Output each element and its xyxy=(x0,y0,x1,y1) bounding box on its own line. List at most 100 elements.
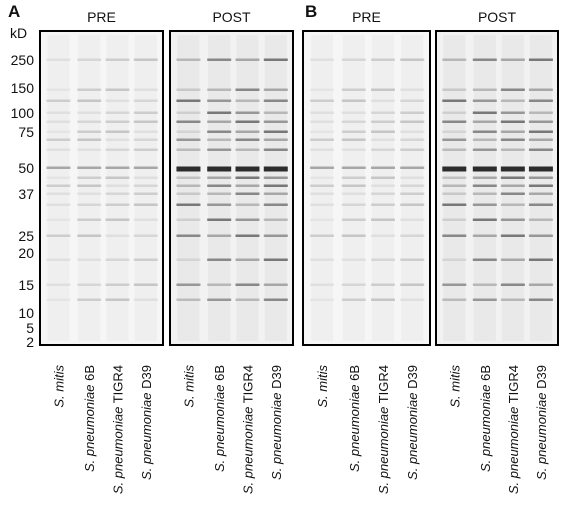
band xyxy=(263,148,288,151)
lane-strain: TIGR4 xyxy=(506,365,521,403)
band xyxy=(310,166,335,169)
lane-smear xyxy=(208,35,231,341)
band xyxy=(442,99,467,102)
band xyxy=(46,176,71,179)
band xyxy=(207,192,232,195)
band xyxy=(371,120,396,123)
band xyxy=(263,218,288,221)
lane-strain: D39 xyxy=(139,365,154,389)
band xyxy=(105,203,130,206)
band xyxy=(310,99,335,102)
band xyxy=(263,58,288,61)
band xyxy=(105,258,130,261)
band xyxy=(105,234,130,237)
band xyxy=(263,184,288,187)
band xyxy=(207,234,232,237)
lane-species: S. pneumoniae xyxy=(240,407,255,494)
lane-smear xyxy=(473,35,496,341)
band xyxy=(207,99,232,102)
band xyxy=(46,203,71,206)
band xyxy=(310,298,335,301)
lane-label: S. pneumoniae 6B xyxy=(212,365,227,472)
band xyxy=(263,176,288,179)
band xyxy=(77,283,102,286)
band xyxy=(310,111,335,114)
band xyxy=(371,298,396,301)
band xyxy=(77,99,102,102)
lane-smear xyxy=(177,35,200,341)
band xyxy=(341,99,366,102)
band xyxy=(77,111,102,114)
band xyxy=(341,234,366,237)
band xyxy=(77,184,102,187)
band xyxy=(528,88,553,91)
band xyxy=(46,258,71,261)
band xyxy=(77,218,102,221)
band xyxy=(442,148,467,151)
band xyxy=(528,58,553,61)
gel-background xyxy=(303,31,430,345)
band xyxy=(176,258,201,261)
band xyxy=(528,99,553,102)
band xyxy=(46,283,71,286)
band xyxy=(263,283,288,286)
band xyxy=(341,298,366,301)
band xyxy=(176,192,201,195)
band xyxy=(235,234,260,237)
band xyxy=(46,148,71,151)
band xyxy=(77,258,102,261)
band xyxy=(207,58,232,61)
band xyxy=(341,58,366,61)
band xyxy=(400,298,425,301)
band xyxy=(133,203,158,206)
band xyxy=(105,218,130,221)
band xyxy=(528,203,553,206)
marker-label: 10 xyxy=(18,305,34,321)
band xyxy=(472,283,497,286)
band xyxy=(500,130,525,133)
band xyxy=(528,258,553,261)
band xyxy=(263,203,288,206)
band xyxy=(176,234,201,237)
lane-label: S. pneumoniae TIGR4 xyxy=(506,365,521,494)
lane-strain: D39 xyxy=(405,365,420,389)
band xyxy=(400,166,425,169)
band xyxy=(235,138,260,141)
band xyxy=(235,192,260,195)
band xyxy=(77,176,102,179)
gel-heading: POST xyxy=(212,9,251,25)
band xyxy=(207,203,232,206)
lane-species: S. mitis xyxy=(51,365,66,408)
band xyxy=(500,58,525,61)
lane-strain: 6B xyxy=(478,365,493,381)
band xyxy=(442,120,467,123)
band xyxy=(442,234,467,237)
band xyxy=(176,283,201,286)
band xyxy=(500,203,525,206)
band xyxy=(176,166,201,172)
lane-smear xyxy=(342,35,365,341)
band xyxy=(442,283,467,286)
lane-label: S. pneumoniae 6B xyxy=(82,365,97,472)
band xyxy=(176,138,201,141)
band xyxy=(176,148,201,151)
band xyxy=(528,184,553,187)
lane-smear xyxy=(372,35,395,341)
band xyxy=(400,234,425,237)
band xyxy=(235,203,260,206)
band xyxy=(500,184,525,187)
lane-species: S. pneumoniae xyxy=(347,385,362,472)
band xyxy=(235,176,260,179)
band xyxy=(341,258,366,261)
band xyxy=(472,218,497,221)
band xyxy=(105,148,130,151)
band xyxy=(400,130,425,133)
band xyxy=(105,166,130,169)
band xyxy=(371,166,396,169)
band xyxy=(133,88,158,91)
band xyxy=(310,88,335,91)
band xyxy=(176,203,201,206)
band xyxy=(235,258,260,261)
panel-letter: B xyxy=(305,2,317,21)
